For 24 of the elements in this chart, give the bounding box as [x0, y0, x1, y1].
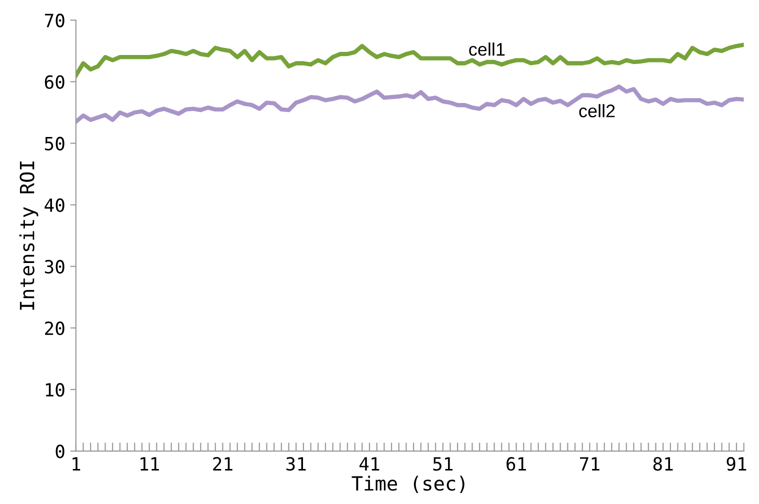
x-tick-label: 21 [213, 457, 232, 470]
x-tick-label: 1 [72, 457, 80, 470]
line-series [76, 42, 744, 78]
x-tick-label: 81 [653, 457, 673, 471]
y-tick-label: 20 [45, 321, 64, 336]
x-tick-label: 31 [286, 457, 306, 471]
x-tick-label: 61 [506, 457, 526, 471]
y-tick-label: 50 [45, 136, 64, 150]
x-tick-label: 91 [726, 457, 746, 471]
y-tick-label: 40 [44, 198, 64, 212]
x-tick-label: 51 [433, 457, 453, 471]
y-tick-label: 60 [44, 75, 64, 89]
x-tick-label: 71 [580, 457, 600, 470]
y-tick-label: 0 [56, 444, 64, 458]
x-tick-label: 11 [140, 457, 159, 470]
line-series [76, 84, 744, 124]
x-tick-label: 41 [360, 457, 380, 470]
y-tick-label: 30 [44, 260, 64, 274]
y-axis-title: Intensity ROI [19, 161, 38, 310]
x-axis-title: Time (sec) [352, 476, 464, 494]
series-label: cell1 [469, 42, 505, 56]
y-tick-label: 70 [44, 14, 64, 28]
y-tick-label: 10 [46, 383, 64, 397]
series-label: cell2 [579, 104, 615, 118]
